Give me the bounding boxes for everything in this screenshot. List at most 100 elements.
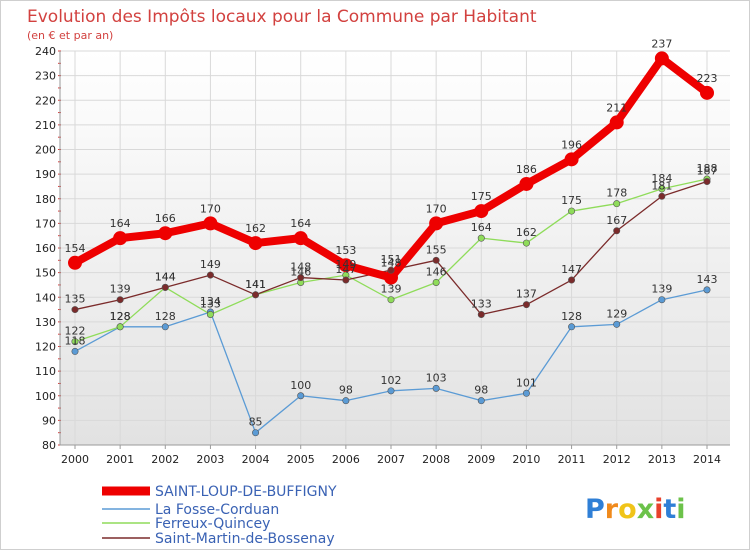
data-label-1: 129 xyxy=(606,307,627,320)
data-label-3: 147 xyxy=(335,263,356,276)
x-tick-label: 2009 xyxy=(467,453,495,466)
series-point-1 xyxy=(342,397,350,405)
series-point-3 xyxy=(71,306,79,314)
data-label-3: 148 xyxy=(290,261,311,274)
data-label-3: 155 xyxy=(426,243,447,256)
data-label-2: 144 xyxy=(155,270,176,283)
legend-label-2: Ferreux-Quincey xyxy=(155,516,270,532)
series-point-0 xyxy=(654,51,669,66)
data-label-3: 167 xyxy=(606,214,627,227)
y-tick-label: 150 xyxy=(35,267,56,280)
y-tick-label: 90 xyxy=(42,414,56,427)
y-tick-label: 180 xyxy=(35,193,56,206)
series-point-3 xyxy=(432,256,440,264)
data-label-0: 211 xyxy=(606,101,627,114)
x-tick-label: 2004 xyxy=(242,453,270,466)
series-point-2 xyxy=(613,200,621,208)
series-point-0 xyxy=(203,216,218,231)
data-label-2: 175 xyxy=(561,194,582,207)
x-tick-label: 2002 xyxy=(151,453,179,466)
series-point-0 xyxy=(248,236,263,251)
series-point-3 xyxy=(116,296,124,304)
series-point-1 xyxy=(703,286,711,294)
series-point-1 xyxy=(522,389,530,397)
y-tick-label: 230 xyxy=(35,70,56,83)
data-label-3: 133 xyxy=(471,297,492,310)
data-label-1: 101 xyxy=(516,376,537,389)
y-tick-label: 210 xyxy=(35,119,56,132)
y-tick-label: 200 xyxy=(35,144,56,157)
y-axis: 80 90 100 110 120 130 140 150 160 170 180 190 200 210… xyxy=(35,45,61,452)
data-label-3: 149 xyxy=(200,258,221,271)
data-label-0: 170 xyxy=(426,202,447,215)
x-tick-label: 2008 xyxy=(422,453,450,466)
y-tick-label: 220 xyxy=(35,94,56,107)
data-label-0: 153 xyxy=(335,244,356,257)
proxiti-logo: Proxiti xyxy=(585,494,686,525)
data-label-1: 128 xyxy=(155,310,176,323)
series-point-1 xyxy=(161,323,169,331)
series-point-3 xyxy=(658,192,666,200)
series-point-0 xyxy=(429,216,444,231)
series-point-1 xyxy=(297,392,305,400)
data-label-2: 164 xyxy=(471,221,492,234)
series-point-2 xyxy=(568,207,576,215)
data-label-3: 187 xyxy=(697,165,718,178)
data-label-1: 134 xyxy=(200,295,221,308)
data-label-0: 154 xyxy=(65,242,86,255)
series-point-3 xyxy=(252,291,260,299)
series-point-0 xyxy=(113,231,128,246)
series-point-1 xyxy=(252,429,260,437)
data-label-0: 166 xyxy=(155,212,176,225)
x-axis: 2000 2001 2002 2003 2004 2005 2006 2007 2008 2009… xyxy=(60,444,730,466)
y-tick-label: 140 xyxy=(35,291,56,304)
series-point-3 xyxy=(387,266,395,274)
series-point-3 xyxy=(206,271,214,279)
x-tick-label: 2006 xyxy=(332,453,360,466)
y-tick-label: 120 xyxy=(35,341,56,354)
series-point-3 xyxy=(477,310,485,318)
y-tick-label: 190 xyxy=(35,168,56,181)
data-label-2: 146 xyxy=(426,265,447,278)
series-point-3 xyxy=(703,178,711,186)
series-point-3 xyxy=(522,301,530,309)
x-tick-label: 2013 xyxy=(648,453,676,466)
data-label-0: 175 xyxy=(471,190,492,203)
series-points xyxy=(71,175,711,437)
data-label-0: 223 xyxy=(697,72,718,85)
series-point-1 xyxy=(658,296,666,304)
data-label-0: 170 xyxy=(200,202,221,215)
series-point-0 xyxy=(519,176,534,191)
x-tick-label: 2012 xyxy=(603,453,631,466)
series-point-3 xyxy=(613,227,621,235)
data-label-1: 139 xyxy=(651,283,672,296)
logo-letter: t xyxy=(663,494,676,525)
gridlines xyxy=(60,50,730,446)
data-label-1: 85 xyxy=(249,416,263,429)
data-label-3: 141 xyxy=(245,278,266,291)
logo-letter: r xyxy=(605,494,619,525)
series-point-2 xyxy=(116,323,124,331)
data-label-2: 184 xyxy=(651,172,672,185)
logo-letter: i xyxy=(654,494,663,525)
logo-letter: o xyxy=(618,494,637,525)
data-label-2: 128 xyxy=(110,310,131,323)
chart-subtitle: (en € et par an) xyxy=(27,29,113,42)
data-label-3: 144 xyxy=(155,270,176,283)
legend-label-1: La Fosse-Corduan xyxy=(155,502,279,518)
x-tick-label: 2010 xyxy=(512,453,540,466)
data-label-2: 162 xyxy=(516,226,537,239)
series-point-3 xyxy=(342,276,350,284)
data-label-2: 122 xyxy=(65,325,86,338)
series-point-2 xyxy=(206,310,214,318)
data-label-0: 162 xyxy=(245,222,266,235)
data-label-2: 149 xyxy=(335,258,356,271)
data-label-2: 146 xyxy=(290,265,311,278)
series-point-1 xyxy=(613,320,621,328)
data-label-1: 143 xyxy=(697,273,718,286)
data-label-1: 102 xyxy=(381,374,402,387)
data-label-3: 151 xyxy=(381,253,402,266)
series-point-2 xyxy=(387,296,395,304)
data-label-3: 137 xyxy=(516,288,537,301)
